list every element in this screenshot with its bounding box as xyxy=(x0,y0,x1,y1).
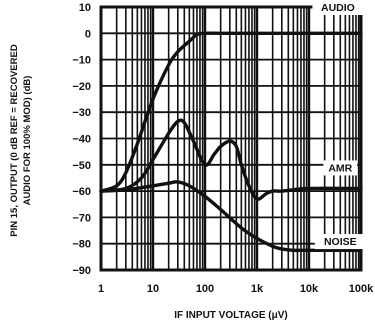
x-tick-label: 1 xyxy=(98,283,104,295)
x-tick-label: 100k xyxy=(349,283,374,295)
x-tick-label: 10 xyxy=(147,283,159,295)
series-line-noise xyxy=(99,180,363,253)
series-line-audio xyxy=(99,31,363,193)
series-lines xyxy=(99,31,363,253)
x-tick-label: 100 xyxy=(196,283,214,295)
y-tick-label: −60 xyxy=(72,186,91,198)
grid xyxy=(99,6,361,271)
series-label-audio: AUDIO xyxy=(321,2,355,14)
y-tick-label: −10 xyxy=(72,55,91,67)
y-tick-label: −20 xyxy=(72,81,91,93)
y-axis-title-line-1: PIN 15, OUTPUT (0 dB REF = RECOVERED xyxy=(9,44,20,237)
y-tick-label: −40 xyxy=(72,134,91,146)
series-label-amr: AMR xyxy=(328,162,352,174)
series-label-bg xyxy=(323,160,358,176)
y-tick-label: −90 xyxy=(72,265,91,277)
tick-labels: 100−10−20−30−40−50−60−70−80−901 10 100 1k 10… xyxy=(72,2,374,295)
y-tick-label: −80 xyxy=(72,239,91,251)
series-label-noise: NOISE xyxy=(324,236,357,248)
series-labels: AUDIO AMR NOISE xyxy=(312,0,366,250)
y-tick-label: 10 xyxy=(79,2,91,14)
y-tick-label: −70 xyxy=(72,212,91,224)
series-label-bg xyxy=(314,234,366,250)
x-tick-label: 10k xyxy=(300,283,319,295)
y-tick-label: −50 xyxy=(72,160,91,172)
y-tick-label: 0 xyxy=(85,28,91,40)
series-line-amr xyxy=(99,118,363,201)
y-tick-label: −30 xyxy=(72,107,91,119)
series-label-bg xyxy=(312,0,364,15)
x-axis-title: IF INPUT VOLTAGE (μV) xyxy=(174,310,288,321)
y-axis-title-line-2: AUDIO FOR 100% MOD) (dB) xyxy=(22,76,33,206)
plot-frame xyxy=(99,5,363,272)
x-tick-label: 1k xyxy=(251,283,264,295)
